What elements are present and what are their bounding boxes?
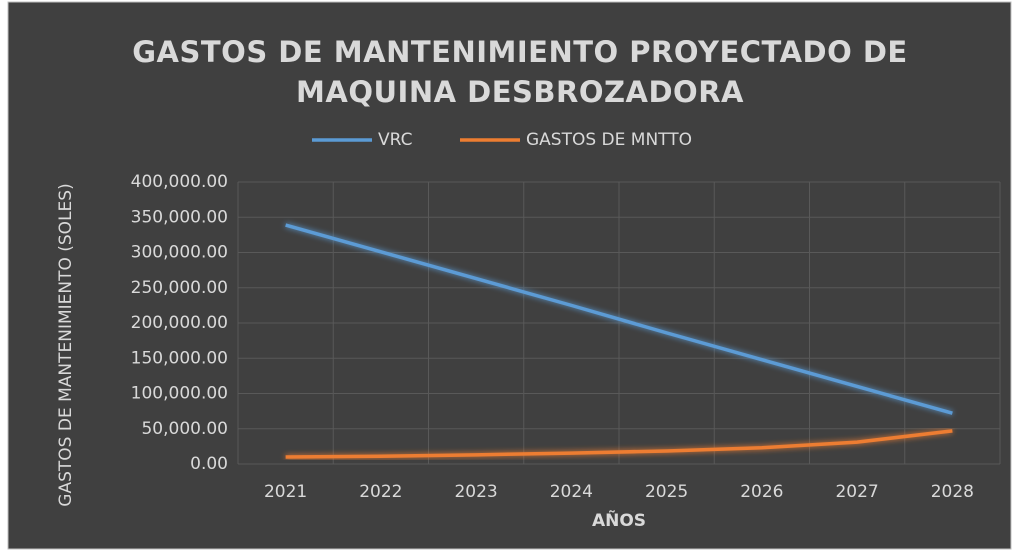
y-tick-label: 100,000.00	[131, 384, 228, 404]
x-tick-label: 2021	[264, 482, 307, 502]
y-tick-label: 300,000.00	[131, 243, 228, 263]
x-tick-label: 2022	[359, 482, 402, 502]
legend-label: GASTOS DE MNTTO	[526, 130, 692, 150]
y-tick-label: 50,000.00	[141, 419, 228, 439]
x-tick-label: 2024	[550, 482, 593, 502]
x-axis-label: AÑOS	[592, 508, 646, 531]
x-tick-label: 2026	[740, 482, 783, 502]
series-line	[285, 223, 953, 415]
y-tick-label: 200,000.00	[131, 313, 228, 333]
y-tick-label: 250,000.00	[131, 278, 228, 298]
x-tick-label: 2027	[835, 482, 878, 502]
x-tick-label: 2023	[454, 482, 497, 502]
x-tick-label: 2028	[931, 482, 974, 502]
y-tick-label: 400,000.00	[131, 172, 228, 192]
y-axis-label: GASTOS DE MANTENIMIENTO (SOLES)	[56, 183, 76, 506]
y-tick-label: 0.00	[190, 454, 228, 474]
chart-background	[7, 1, 1012, 550]
chart-title: GASTOS DE MANTENIMIENTO PROYECTADO DE MA…	[132, 35, 908, 109]
x-tick-label: 2025	[645, 482, 688, 502]
legend-label: VRC	[378, 130, 412, 150]
series-line	[285, 429, 953, 459]
y-tick-label: 150,000.00	[131, 348, 228, 368]
y-tick-label: 350,000.00	[131, 207, 228, 227]
